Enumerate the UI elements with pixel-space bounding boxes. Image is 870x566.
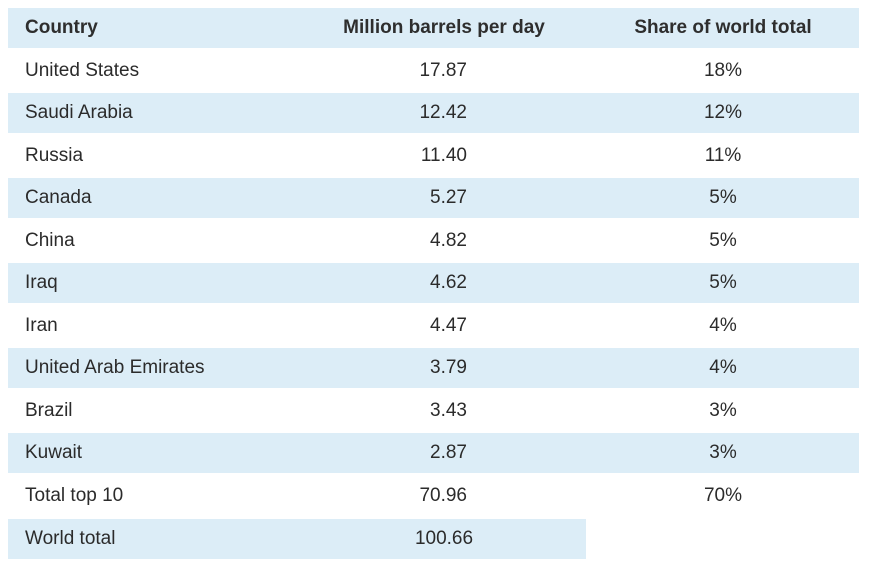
share-cell: 18% [703, 59, 743, 81]
mbpd-cell: 3.79 [430, 357, 467, 379]
header-country: Country [25, 17, 98, 38]
mbpd-cell: 5.27 [430, 187, 467, 209]
share-cell: 5% [709, 272, 737, 294]
country-cell: China [25, 229, 75, 251]
country-cell: Brazil [25, 399, 73, 421]
mbpd-cell: 2.87 [430, 442, 467, 464]
country-cell: United Arab Emirates [25, 357, 205, 379]
header-band [8, 8, 859, 48]
row-band [8, 93, 859, 134]
table-row: Russia 11.40 11% [8, 136, 859, 176]
table-row: China 4.82 5% [8, 221, 859, 261]
table-header-row: Country Million barrels per day Share of… [8, 8, 859, 48]
country-cell: Iraq [25, 272, 58, 294]
row-band [8, 178, 859, 219]
mbpd-cell: 4.82 [430, 229, 467, 251]
table-row: Kuwait 2.87 3% [8, 433, 859, 474]
table-row: Canada 5.27 5% [8, 178, 859, 219]
country-cell: Canada [25, 187, 92, 209]
mbpd-cell: 4.47 [430, 314, 467, 336]
country-cell: United States [25, 59, 140, 81]
country-cell: Iran [25, 314, 58, 336]
total-top-10-row: Total top 10 70.96 70% [8, 476, 859, 516]
table-row: United States 17.87 18% [8, 51, 859, 91]
table-row: Iran 4.47 4% [8, 306, 859, 346]
country-cell: Russia [25, 144, 84, 166]
table-row: Brazil 3.43 3% [8, 391, 859, 431]
table-row: Saudi Arabia 12.42 12% [8, 93, 859, 134]
mbpd-cell: 4.62 [430, 272, 467, 294]
table-row: Iraq 4.62 5% [8, 263, 859, 304]
header-million-barrels-per-day: Million barrels per day [343, 17, 545, 38]
country-cell: Saudi Arabia [25, 102, 133, 124]
mbpd-cell: 70.96 [419, 485, 467, 507]
share-cell: 3% [709, 442, 737, 464]
mbpd-cell: 11.40 [420, 144, 467, 166]
share-cell: 4% [709, 357, 737, 379]
mbpd-cell: 17.87 [419, 59, 467, 81]
mbpd-cell: 3.43 [430, 399, 467, 421]
row-band [8, 433, 859, 474]
row-band [8, 263, 859, 304]
share-cell: 12% [703, 102, 743, 124]
share-cell: 11% [704, 144, 742, 166]
share-cell: 4% [709, 314, 737, 336]
country-cell: World total [25, 527, 116, 549]
mbpd-cell: 100.66 [414, 527, 474, 549]
world-total-row: World total 100.66 [8, 518, 859, 559]
mbpd-cell: 12.42 [419, 102, 467, 124]
share-cell: 3% [709, 399, 737, 421]
table-row: United Arab Emirates 3.79 4% [8, 348, 859, 389]
row-band [8, 518, 586, 559]
share-cell: 70% [703, 485, 743, 507]
country-cell: Kuwait [25, 442, 83, 464]
oil-production-table: Country Million barrels per day Share of… [8, 8, 859, 561]
row-band [8, 348, 859, 389]
country-cell: Total top 10 [25, 485, 124, 507]
header-share-of-world-total: Share of world total [634, 17, 812, 38]
share-cell: 5% [709, 187, 737, 209]
share-cell: 5% [709, 229, 737, 251]
